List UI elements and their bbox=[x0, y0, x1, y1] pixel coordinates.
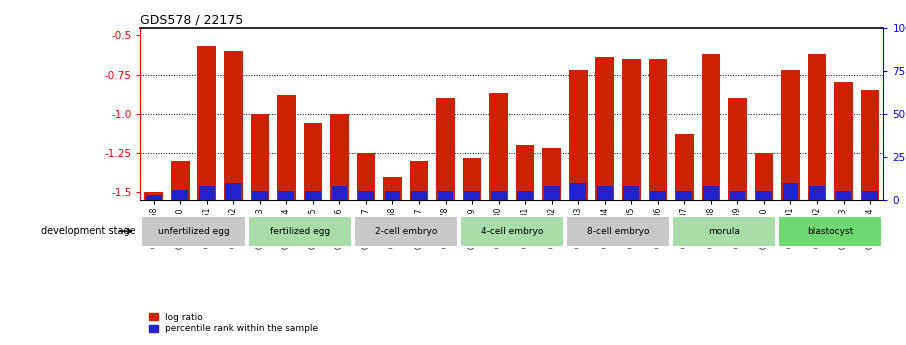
Bar bbox=[597, 186, 612, 200]
Bar bbox=[330, 114, 349, 200]
Bar bbox=[438, 191, 453, 200]
Text: unfertilized egg: unfertilized egg bbox=[158, 227, 229, 236]
Bar bbox=[226, 183, 241, 200]
Bar bbox=[672, 216, 776, 247]
Bar bbox=[172, 190, 188, 200]
Text: development stage: development stage bbox=[42, 226, 136, 236]
Text: blastocyst: blastocyst bbox=[807, 227, 853, 236]
Bar bbox=[358, 191, 374, 200]
Bar bbox=[460, 216, 564, 247]
Bar bbox=[146, 195, 161, 200]
Bar bbox=[728, 98, 747, 200]
Bar bbox=[622, 59, 641, 200]
Bar bbox=[383, 177, 401, 200]
Bar bbox=[491, 191, 506, 200]
Bar bbox=[411, 191, 427, 200]
Bar bbox=[141, 216, 246, 247]
Bar bbox=[861, 90, 880, 200]
Text: 2-cell embryo: 2-cell embryo bbox=[374, 227, 437, 236]
Bar bbox=[305, 191, 321, 200]
Bar bbox=[809, 186, 824, 200]
Bar bbox=[410, 161, 429, 200]
Bar bbox=[863, 191, 878, 200]
Bar bbox=[198, 47, 216, 200]
Bar bbox=[677, 191, 692, 200]
Bar bbox=[835, 191, 852, 200]
Bar bbox=[703, 186, 718, 200]
Bar bbox=[224, 51, 243, 200]
Bar bbox=[277, 95, 295, 200]
Bar bbox=[566, 216, 670, 247]
Bar bbox=[357, 153, 375, 200]
Bar bbox=[569, 70, 587, 200]
Bar bbox=[463, 158, 481, 200]
Bar bbox=[781, 70, 800, 200]
Legend: log ratio, percentile rank within the sample: log ratio, percentile rank within the sa… bbox=[145, 309, 322, 337]
Text: 8-cell embryo: 8-cell embryo bbox=[587, 227, 650, 236]
Bar bbox=[675, 134, 694, 200]
Bar bbox=[517, 191, 533, 200]
Text: 4-cell embryo: 4-cell embryo bbox=[481, 227, 543, 236]
Bar bbox=[755, 153, 773, 200]
Bar bbox=[516, 145, 535, 200]
Bar bbox=[171, 161, 189, 200]
Bar bbox=[778, 216, 882, 247]
Bar bbox=[729, 191, 746, 200]
Bar bbox=[385, 191, 400, 200]
Bar bbox=[489, 93, 508, 200]
Text: morula: morula bbox=[708, 227, 740, 236]
Bar bbox=[464, 191, 480, 200]
Bar bbox=[808, 54, 826, 200]
Text: fertilized egg: fertilized egg bbox=[269, 227, 330, 236]
Bar bbox=[649, 59, 667, 200]
Bar bbox=[783, 183, 798, 200]
Bar bbox=[353, 216, 458, 247]
Bar bbox=[252, 191, 267, 200]
Bar bbox=[834, 82, 853, 200]
Bar bbox=[144, 192, 163, 200]
Bar bbox=[304, 123, 323, 200]
Bar bbox=[623, 186, 639, 200]
Bar bbox=[251, 114, 269, 200]
Text: GDS578 / 22175: GDS578 / 22175 bbox=[140, 13, 244, 27]
Bar bbox=[332, 186, 347, 200]
Bar bbox=[544, 186, 560, 200]
Bar bbox=[247, 216, 352, 247]
Bar bbox=[757, 191, 772, 200]
Bar bbox=[595, 57, 614, 200]
Bar bbox=[278, 191, 294, 200]
Bar bbox=[571, 183, 586, 200]
Bar bbox=[199, 186, 215, 200]
Bar bbox=[650, 191, 666, 200]
Bar bbox=[437, 98, 455, 200]
Bar bbox=[543, 148, 561, 200]
Bar bbox=[701, 54, 720, 200]
